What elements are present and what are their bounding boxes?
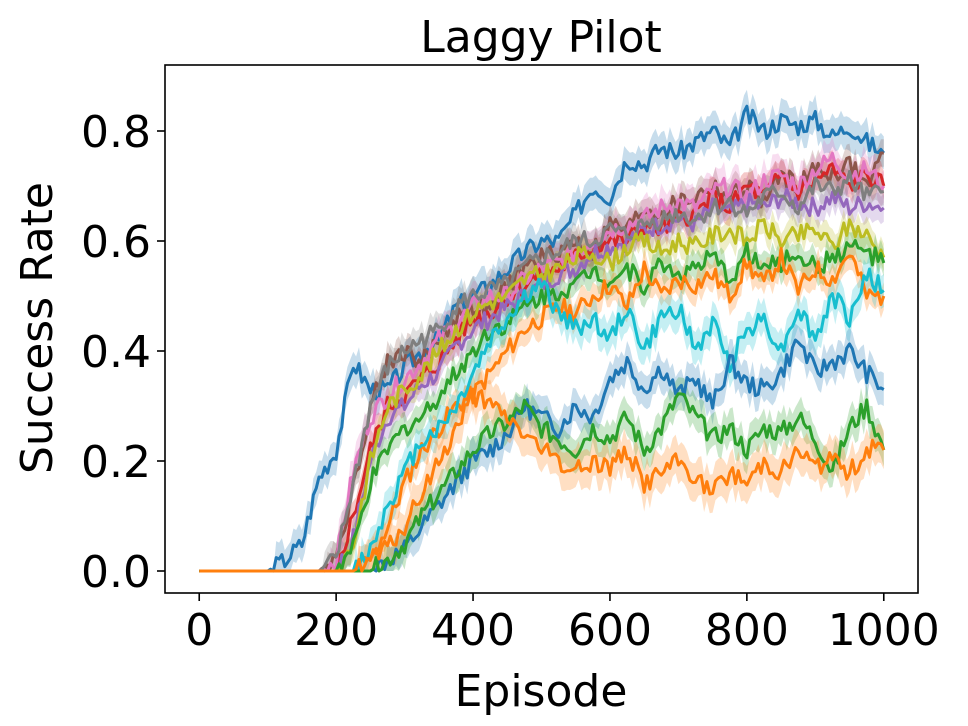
series-band <box>199 252 884 571</box>
series-line <box>199 187 885 573</box>
y-tick-label: 0.2 <box>81 437 151 488</box>
series-band <box>199 175 884 571</box>
series-lines <box>199 104 886 573</box>
y-tick-label: 0.4 <box>81 327 151 378</box>
plot-frame <box>164 64 919 594</box>
y-tick-label: 0.0 <box>81 547 151 598</box>
std-bands <box>199 89 884 572</box>
x-tick-label: 200 <box>294 605 378 656</box>
y-tick-label: 0.6 <box>81 217 151 268</box>
x-tick-label: 400 <box>431 605 515 656</box>
x-tick-label: 800 <box>705 605 789 656</box>
x-tick-label: 1000 <box>828 605 940 656</box>
y-tick-label: 0.8 <box>81 107 151 158</box>
series-line <box>199 169 885 573</box>
series-band <box>199 369 884 571</box>
series-line <box>199 239 886 573</box>
x-axis-ticks: 0 200 400 600 800 1000 <box>185 593 940 656</box>
series-band <box>199 377 884 571</box>
x-tick-label: 0 <box>185 605 213 656</box>
series-line <box>199 104 885 573</box>
y-axis-label: Success Rate <box>12 182 63 474</box>
y-axis-ticks: 0.0 0.2 0.4 0.6 0.8 <box>81 107 165 598</box>
x-axis-label: Episode <box>455 666 628 717</box>
series-line <box>199 387 886 573</box>
x-tick-label: 600 <box>568 605 652 656</box>
chart-title: Laggy Pilot <box>420 12 662 63</box>
